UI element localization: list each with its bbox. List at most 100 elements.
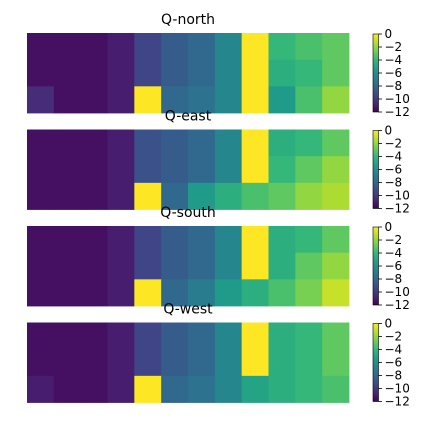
heatmap-cell (295, 182, 323, 210)
heatmap-cell (322, 322, 350, 350)
heatmap-cell (80, 252, 108, 280)
heatmap-cell (268, 33, 296, 61)
colorbar-tick-label: −8 (385, 176, 403, 190)
colorbar-tick-label: −8 (385, 272, 403, 286)
heatmap-cell (134, 375, 162, 403)
heatmap-cell (107, 252, 135, 280)
heatmap-cell (53, 349, 82, 377)
heatmap-cell (214, 33, 243, 61)
colorbar: 0−2−4−6−8−10−12 (372, 124, 410, 216)
heatmap-cell (161, 349, 189, 377)
colorbar-tick-label: −2 (385, 40, 403, 54)
heatmap-cell (268, 252, 296, 280)
heatmap-cell (53, 322, 82, 350)
heatmap-cell (322, 129, 350, 157)
heatmap-cell (268, 349, 296, 377)
heatmap-cell (161, 279, 189, 307)
heatmap-cell (107, 156, 135, 184)
heatmap-cell (134, 182, 162, 210)
heatmap-cell (161, 33, 189, 61)
heatmap-cell (134, 322, 162, 350)
heatmap-cell (80, 375, 108, 403)
heatmap-cell (161, 182, 189, 210)
heatmap-cell (241, 349, 269, 377)
heatmap-cell (214, 375, 243, 403)
heatmap-cell (188, 226, 216, 254)
colorbar-tick-label: −4 (385, 246, 403, 260)
colorbar-tick-label: −12 (385, 202, 410, 216)
heatmap-cell (53, 375, 82, 403)
heatmap-cell (214, 226, 243, 254)
heatmap-cell (80, 33, 108, 61)
heatmap-cell (295, 129, 323, 157)
colorbar: 0−2−4−6−8−10−12 (372, 27, 410, 119)
heatmap-cell (27, 59, 55, 87)
heatmap-cell (295, 226, 323, 254)
heatmap-cell (134, 226, 162, 254)
heatmap-cell (322, 349, 350, 377)
heatmap-cell (27, 226, 55, 254)
heatmap-cell (188, 129, 216, 157)
heatmap-cell (268, 86, 296, 114)
heatmap-panel: Q-east 0−2−4−6−8−10−12 (27, 109, 410, 216)
colorbar-tick-label: −10 (385, 382, 410, 396)
colorbar-tick-label: −6 (385, 163, 403, 177)
colorbar-tick-label: −6 (385, 356, 403, 370)
heatmap-cell (188, 33, 216, 61)
heatmap-cell (322, 33, 350, 61)
heatmap-cell (27, 252, 55, 280)
heatmap-cell (107, 33, 135, 61)
heatmap-cell (80, 226, 108, 254)
heatmap-cell (80, 86, 108, 114)
heatmap-cell (53, 226, 82, 254)
colorbar-tick-label: −12 (385, 298, 410, 312)
heatmap-cell (80, 182, 108, 210)
heatmap-cell (53, 86, 82, 114)
heatmap-cell (53, 59, 82, 87)
heatmap-cell (214, 129, 243, 157)
heatmap-cell (53, 156, 82, 184)
heatmap-cell (107, 226, 135, 254)
heatmap-cell (241, 33, 269, 61)
heatmap-cell (134, 33, 162, 61)
colorbar-tick-label: −8 (385, 369, 403, 383)
colorbar-scale (372, 33, 379, 113)
heatmap-cell (134, 349, 162, 377)
heatmap-cell (322, 252, 350, 280)
heatmap-cell (214, 86, 243, 114)
heatmap-cell (53, 33, 82, 61)
heatmap-cell (27, 86, 55, 114)
heatmap-cell (27, 33, 55, 61)
heatmap-cell (295, 33, 323, 61)
heatmap-cell (322, 86, 350, 114)
colorbar-tick-label: 0 (385, 317, 393, 331)
heatmap-cell (27, 279, 55, 307)
heatmap-cell (241, 86, 269, 114)
heatmap-cell (27, 129, 55, 157)
heatmap-cell (241, 156, 269, 184)
heatmap-cell (134, 86, 162, 114)
heatmap-cell (322, 182, 350, 210)
colorbar-tick-label: −10 (385, 92, 410, 106)
heatmap-cell (188, 349, 216, 377)
heatmap-cell (134, 156, 162, 184)
heatmap-cell (214, 279, 243, 307)
heatmap-cell (241, 59, 269, 87)
heatmap-cell (322, 375, 350, 403)
heatmap-panel: Q-north 0−2−4−6−8−10−12 (27, 12, 410, 119)
heatmap-cell (134, 59, 162, 87)
heatmap-cell (80, 349, 108, 377)
heatmap-cell (53, 252, 82, 280)
heatmap-cell (134, 279, 162, 307)
colorbar-tick-label: −2 (385, 137, 403, 151)
heatmap-cell (80, 279, 108, 307)
heatmap-cell (161, 226, 189, 254)
heatmap-cell (27, 182, 55, 210)
heatmap-cell (80, 322, 108, 350)
colorbar-tick-label: −6 (385, 66, 403, 80)
heatmap-cell (295, 349, 323, 377)
colorbar-tick-label: −8 (385, 79, 403, 93)
heatmap-cell (188, 279, 216, 307)
heatmap-cell (80, 156, 108, 184)
